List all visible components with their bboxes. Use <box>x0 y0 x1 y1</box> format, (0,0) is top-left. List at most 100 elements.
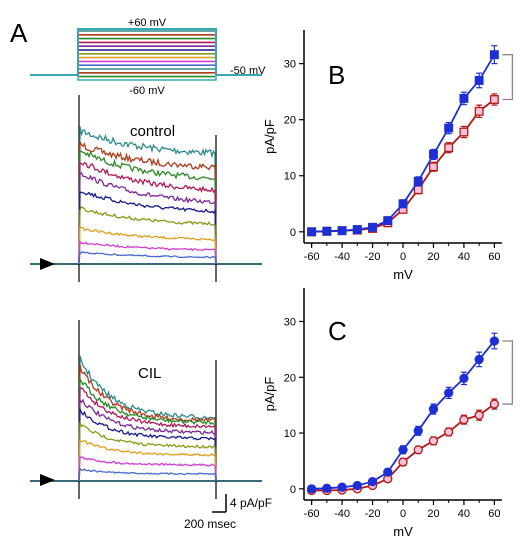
y-tick-label: 0 <box>290 227 296 239</box>
x-tick-label: 40 <box>458 251 470 263</box>
data-point <box>413 445 423 455</box>
data-point <box>307 227 317 237</box>
data-point <box>398 445 408 455</box>
data-point <box>383 467 393 477</box>
x-tick-label: 60 <box>488 251 500 263</box>
panel-b-chart: B 0 10 20 30 -60 -40 -20 0 20 40 60 mV pA/pF <box>262 30 514 282</box>
current-trace <box>78 421 217 482</box>
significance-bracket <box>502 340 514 405</box>
current-trace <box>78 378 217 482</box>
cil-current-traces <box>30 320 262 499</box>
y-tick-label: 30 <box>284 316 296 328</box>
data-point <box>489 95 499 104</box>
y-axis-label: pA/pF <box>262 377 277 412</box>
current-trace <box>78 191 217 265</box>
y-tick-label: 20 <box>284 372 296 384</box>
zero-current-arrow <box>40 258 55 270</box>
x-axis-label: mV <box>393 267 413 282</box>
current-trace <box>78 364 217 482</box>
protocol-top-label: +60 mV <box>128 17 167 29</box>
data-point <box>367 476 378 487</box>
x-axis-label: mV <box>393 524 413 539</box>
current-trace <box>78 251 217 265</box>
data-point <box>322 483 332 493</box>
data-point <box>459 93 469 103</box>
data-point <box>429 162 438 172</box>
x-tick-label: -60 <box>304 251 320 263</box>
current-trace <box>78 126 217 265</box>
data-point <box>489 399 500 409</box>
data-point <box>489 336 500 346</box>
protocol-frame <box>77 28 217 81</box>
data-point <box>444 427 454 437</box>
x-tick-label: -40 <box>334 508 350 520</box>
data-point <box>459 415 469 425</box>
x-tick-label: -20 <box>365 508 381 520</box>
data-point <box>352 225 362 234</box>
current-trace <box>78 467 217 482</box>
current-trace <box>78 150 217 265</box>
x-tick-label: 20 <box>427 508 439 520</box>
panel-a: A +60 mV -60 mV -50 mV control CIL 4 pA/… <box>10 17 272 531</box>
current-trace <box>78 171 217 265</box>
data-point <box>413 185 423 195</box>
holding-potential-label: -50 mV <box>230 65 266 77</box>
data-point <box>306 484 317 494</box>
current-trace <box>78 398 217 482</box>
data-point <box>429 149 438 159</box>
data-point <box>444 123 454 133</box>
cil-label: CIL <box>138 365 161 382</box>
y-tick-label: 20 <box>284 115 296 127</box>
current-trace <box>78 439 217 482</box>
panel-c-chart: C 0 10 20 30 -60 -40 -20 0 20 40 60 mV pA/pF <box>262 288 514 539</box>
x-tick-label: 0 <box>400 251 406 263</box>
data-point <box>428 436 439 446</box>
data-point <box>474 354 484 365</box>
x-tick-label: -40 <box>334 251 350 263</box>
data-point <box>398 457 408 467</box>
control-current-traces <box>30 95 262 282</box>
control-label: control <box>130 123 175 140</box>
x-tick-label: 60 <box>488 508 500 520</box>
current-trace <box>78 161 217 265</box>
data-point <box>428 404 439 414</box>
protocol-bottom-label: -60 mV <box>129 85 165 97</box>
panel-label-c: C <box>328 316 347 346</box>
data-point <box>337 226 347 236</box>
panel-label-b: B <box>328 60 345 90</box>
data-point <box>459 373 469 384</box>
x-tick-label: 0 <box>400 508 406 520</box>
y-tick-label: 10 <box>284 428 296 440</box>
data-point <box>337 482 347 492</box>
x-tick-label: -60 <box>304 508 320 520</box>
y-tick-label: 30 <box>284 59 296 71</box>
voltage-protocol <box>30 28 262 81</box>
data-point <box>444 388 454 398</box>
scale-bar-x-label: 200 msec <box>184 517 236 531</box>
data-point <box>474 106 484 116</box>
panel-label-a: A <box>10 18 28 48</box>
significance-bracket <box>502 54 514 101</box>
data-point <box>413 176 423 186</box>
data-point <box>489 50 499 60</box>
y-tick-label: 0 <box>290 484 296 496</box>
data-point <box>459 127 469 137</box>
scale-bar-y-label: 4 pA/pF <box>230 496 272 510</box>
current-trace <box>78 240 217 265</box>
data-point <box>383 216 393 226</box>
current-trace <box>78 141 217 265</box>
holding-trace <box>30 28 262 76</box>
zero-current-arrow <box>40 474 55 486</box>
x-tick-label: 40 <box>458 508 470 520</box>
data-point <box>474 75 484 85</box>
y-tick-label: 10 <box>284 171 296 183</box>
x-tick-label: -20 <box>365 251 381 263</box>
scale-bar: 4 pA/pF 200 msec <box>184 494 272 531</box>
data-point <box>368 222 377 232</box>
data-point <box>398 199 408 209</box>
data-point <box>322 226 332 236</box>
data-point <box>474 410 484 420</box>
current-trace <box>78 226 217 265</box>
current-trace <box>78 206 217 265</box>
